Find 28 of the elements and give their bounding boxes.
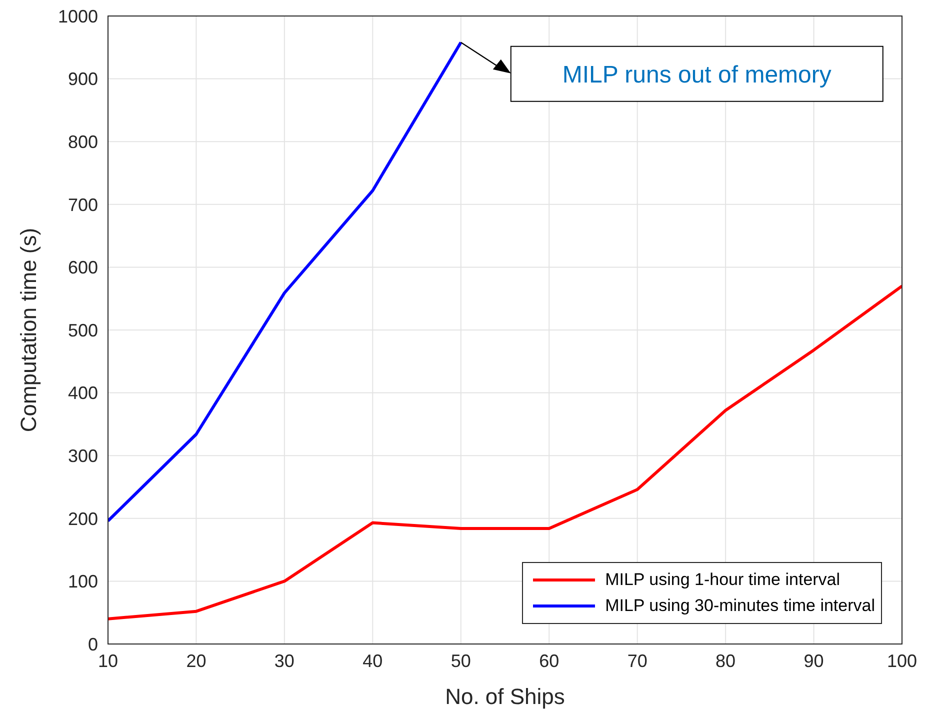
x-tick-label: 80: [716, 650, 736, 671]
y-tick-label: 800: [68, 132, 98, 152]
y-tick-label: 700: [68, 194, 98, 215]
x-tick-label: 30: [274, 650, 294, 671]
y-tick-label: 400: [68, 383, 98, 404]
x-tick-label: 100: [886, 650, 918, 671]
x-tick-label: 60: [539, 650, 560, 671]
legend-label: MILP using 1-hour time interval: [605, 569, 840, 591]
x-tick-label: 50: [450, 650, 471, 671]
x-tick-label: 10: [98, 650, 118, 671]
annotation: MILP runs out of memory: [562, 61, 832, 88]
y-tick-label: 300: [68, 446, 98, 466]
x-tick-label: 20: [186, 650, 206, 671]
x-tick-label: 70: [627, 650, 648, 671]
x-tick-label: 40: [362, 650, 383, 671]
y-tick-label: 0: [88, 634, 98, 654]
y-tick-label: 600: [68, 258, 98, 278]
y-tick-label: 200: [68, 508, 98, 529]
y-tick-label: 1000: [58, 6, 98, 26]
x-axis-title: No. of Ships: [445, 684, 565, 709]
legend-label: MILP using 30-minutes time interval: [605, 595, 875, 617]
y-tick-label: 500: [68, 320, 98, 340]
y-axis-title: Computation time (s): [16, 228, 41, 432]
x-tick-label: 90: [804, 650, 824, 671]
y-tick-label: 100: [68, 572, 98, 592]
line-series: [108, 40, 462, 522]
y-tick-label: 900: [68, 69, 98, 90]
line-series: [108, 284, 902, 620]
